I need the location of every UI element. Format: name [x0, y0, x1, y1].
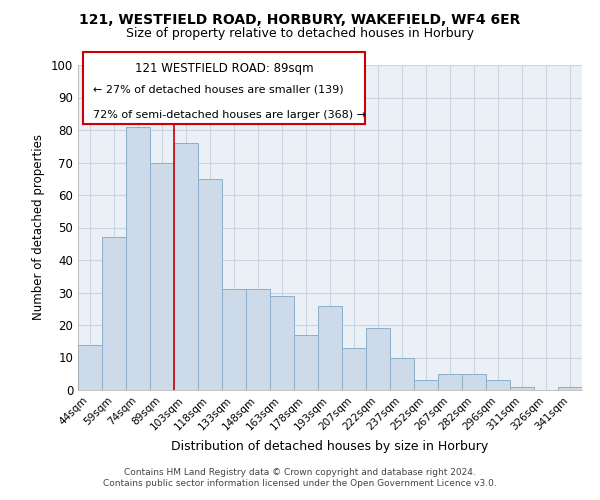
Text: 121 WESTFIELD ROAD: 89sqm: 121 WESTFIELD ROAD: 89sqm — [135, 62, 313, 74]
Text: 121, WESTFIELD ROAD, HORBURY, WAKEFIELD, WF4 6ER: 121, WESTFIELD ROAD, HORBURY, WAKEFIELD,… — [79, 12, 521, 26]
Bar — [366, 328, 390, 390]
Bar — [150, 162, 174, 390]
Bar — [486, 380, 510, 390]
Bar — [126, 126, 150, 390]
Y-axis label: Number of detached properties: Number of detached properties — [32, 134, 46, 320]
Bar — [174, 143, 198, 390]
Bar — [246, 289, 270, 390]
Bar — [438, 374, 462, 390]
Text: Size of property relative to detached houses in Horbury: Size of property relative to detached ho… — [126, 28, 474, 40]
Bar — [390, 358, 414, 390]
Bar — [78, 344, 102, 390]
FancyBboxPatch shape — [83, 52, 365, 124]
Bar — [198, 179, 222, 390]
Bar — [462, 374, 486, 390]
Bar — [102, 238, 126, 390]
Text: 72% of semi-detached houses are larger (368) →: 72% of semi-detached houses are larger (… — [93, 110, 366, 120]
Bar — [222, 289, 246, 390]
Text: Contains HM Land Registry data © Crown copyright and database right 2024.
Contai: Contains HM Land Registry data © Crown c… — [103, 468, 497, 487]
Bar — [294, 335, 318, 390]
Bar — [414, 380, 438, 390]
Bar — [558, 387, 582, 390]
Text: ← 27% of detached houses are smaller (139): ← 27% of detached houses are smaller (13… — [93, 84, 344, 94]
Bar — [510, 387, 534, 390]
Bar — [318, 306, 342, 390]
Bar — [270, 296, 294, 390]
Bar — [342, 348, 366, 390]
X-axis label: Distribution of detached houses by size in Horbury: Distribution of detached houses by size … — [172, 440, 488, 453]
